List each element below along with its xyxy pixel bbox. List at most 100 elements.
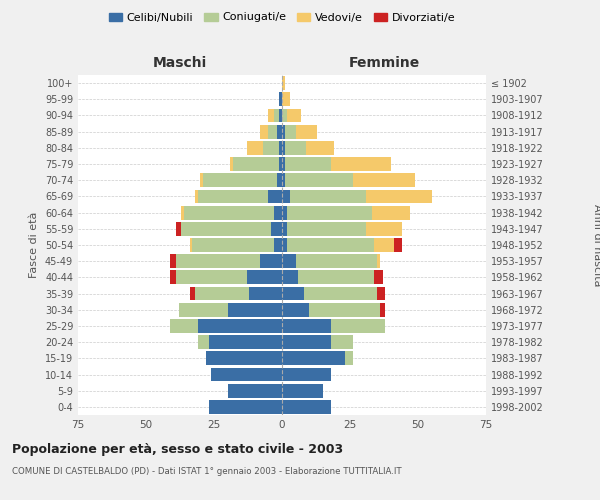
Bar xyxy=(192,238,274,252)
Bar xyxy=(331,157,391,171)
Bar xyxy=(282,190,290,203)
Bar xyxy=(170,270,176,284)
Bar xyxy=(230,157,233,171)
Bar xyxy=(282,286,304,300)
Bar xyxy=(170,254,176,268)
Bar xyxy=(176,270,247,284)
Bar xyxy=(195,286,250,300)
Bar xyxy=(268,108,274,122)
Bar xyxy=(227,384,282,398)
Bar xyxy=(282,174,285,187)
Bar xyxy=(279,157,282,171)
Bar xyxy=(282,238,287,252)
Bar xyxy=(377,286,385,300)
Bar xyxy=(285,157,331,171)
Legend: Celibi/Nubili, Coniugati/e, Vedovi/e, Divorziati/e: Celibi/Nubili, Coniugati/e, Vedovi/e, Di… xyxy=(104,8,460,27)
Text: COMUNE DI CASTELBALDO (PD) - Dati ISTAT 1° gennaio 2003 - Elaborazione TUTTITALI: COMUNE DI CASTELBALDO (PD) - Dati ISTAT … xyxy=(12,468,401,476)
Bar xyxy=(282,336,331,349)
Bar xyxy=(296,254,377,268)
Bar xyxy=(296,125,317,138)
Bar xyxy=(247,141,263,154)
Text: Maschi: Maschi xyxy=(153,56,207,70)
Bar xyxy=(274,238,282,252)
Bar xyxy=(181,222,271,235)
Bar xyxy=(287,206,372,220)
Bar xyxy=(279,141,282,154)
Bar xyxy=(282,125,285,138)
Bar xyxy=(271,222,282,235)
Bar xyxy=(203,174,277,187)
Bar xyxy=(282,254,296,268)
Bar xyxy=(263,141,279,154)
Bar xyxy=(209,336,282,349)
Bar xyxy=(170,319,197,333)
Bar xyxy=(282,319,331,333)
Bar xyxy=(367,190,431,203)
Bar xyxy=(282,222,287,235)
Bar xyxy=(394,238,401,252)
Bar xyxy=(227,303,282,316)
Bar xyxy=(307,141,334,154)
Bar xyxy=(197,319,282,333)
Bar xyxy=(353,174,415,187)
Bar xyxy=(380,303,385,316)
Bar xyxy=(374,238,394,252)
Bar xyxy=(304,286,377,300)
Y-axis label: Anni di nascita: Anni di nascita xyxy=(592,204,600,286)
Bar xyxy=(268,190,282,203)
Bar xyxy=(274,108,279,122)
Bar xyxy=(279,108,282,122)
Bar xyxy=(279,92,282,106)
Bar xyxy=(197,190,268,203)
Bar xyxy=(181,206,184,220)
Bar xyxy=(282,303,309,316)
Bar xyxy=(274,206,282,220)
Bar xyxy=(197,336,209,349)
Bar xyxy=(282,141,285,154)
Bar xyxy=(250,286,282,300)
Bar xyxy=(260,125,268,138)
Bar xyxy=(285,174,353,187)
Bar xyxy=(211,368,282,382)
Bar xyxy=(331,319,385,333)
Text: Femmine: Femmine xyxy=(349,56,419,70)
Bar xyxy=(206,352,282,365)
Bar xyxy=(285,141,307,154)
Bar xyxy=(309,303,380,316)
Bar xyxy=(282,400,331,414)
Bar xyxy=(287,238,374,252)
Bar xyxy=(377,254,380,268)
Bar xyxy=(209,400,282,414)
Bar xyxy=(282,384,323,398)
Bar xyxy=(367,222,401,235)
Bar xyxy=(176,254,260,268)
Bar xyxy=(282,92,290,106)
Bar xyxy=(374,270,383,284)
Bar xyxy=(200,174,203,187)
Bar xyxy=(233,157,279,171)
Text: Popolazione per età, sesso e stato civile - 2003: Popolazione per età, sesso e stato civil… xyxy=(12,442,343,456)
Bar xyxy=(247,270,282,284)
Bar xyxy=(290,190,367,203)
Bar xyxy=(331,336,353,349)
Bar xyxy=(195,190,197,203)
Bar xyxy=(287,222,367,235)
Bar xyxy=(190,286,195,300)
Bar xyxy=(282,108,287,122)
Bar xyxy=(282,157,285,171)
Bar xyxy=(287,108,301,122)
Bar xyxy=(282,206,287,220)
Bar xyxy=(282,352,344,365)
Bar xyxy=(176,222,181,235)
Bar xyxy=(277,125,282,138)
Bar xyxy=(179,303,227,316)
Bar xyxy=(268,125,277,138)
Bar xyxy=(285,125,296,138)
Bar xyxy=(282,76,285,90)
Bar xyxy=(282,368,331,382)
Bar xyxy=(298,270,374,284)
Bar xyxy=(282,270,298,284)
Bar xyxy=(372,206,410,220)
Bar xyxy=(277,174,282,187)
Bar xyxy=(184,206,274,220)
